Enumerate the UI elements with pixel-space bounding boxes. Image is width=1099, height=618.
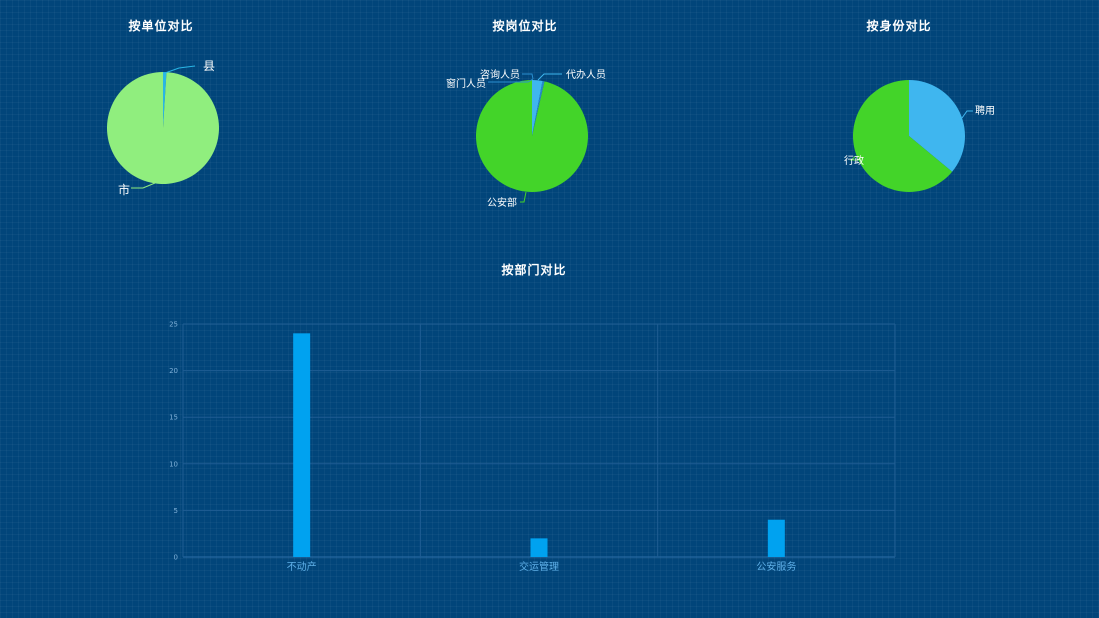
y-tick-label-20: 20 — [169, 367, 178, 375]
pie-slice-public-security-dept[interactable] — [475, 80, 588, 192]
pie-label-agent-staff: 代办人员 — [566, 68, 606, 81]
pie-slice-county[interactable] — [163, 72, 167, 128]
bar-public-security-service[interactable] — [767, 519, 785, 557]
pie-label-line-hired — [961, 110, 973, 119]
pie-slice-city[interactable] — [106, 72, 219, 185]
bar-transport-management[interactable] — [530, 538, 548, 557]
pie-slice-agent-staff[interactable] — [532, 80, 543, 136]
pie-label-public-security-dept: 公安部 — [487, 196, 517, 209]
pie-label-line-city — [131, 182, 156, 189]
pie-slice-hired[interactable] — [909, 80, 966, 172]
pie-label-county: 县 — [203, 59, 215, 73]
pie-slice-consult-staff[interactable] — [532, 80, 544, 136]
bar-chart-by-department: 按部门对比 0 5 10 15 20 25 不动产 交运管理 公安服务 — [169, 262, 896, 573]
y-tick-label-0: 0 — [174, 554, 178, 562]
y-tick-label-15: 15 — [169, 414, 178, 422]
pie-label-line-window-staff — [488, 78, 534, 83]
pie-label-window-staff: 窗门人员 — [446, 77, 486, 90]
y-tick-label-10: 10 — [169, 460, 178, 468]
x-tick-label-transport-management: 交运管理 — [519, 560, 559, 573]
pie-label-line-consult-staff — [522, 73, 534, 80]
bar-real-estate[interactable] — [293, 333, 311, 557]
pie-title-by-post: 按岗位对比 — [492, 18, 557, 33]
pie-label-consult-staff: 咨询人员 — [480, 68, 520, 81]
pie-slice-window-staff[interactable] — [532, 81, 545, 136]
y-tick-label-5: 5 — [174, 507, 178, 515]
pie-label-hired: 聘用 — [975, 104, 995, 117]
bar-title-by-department: 按部门对比 — [501, 262, 566, 277]
pie-label-line-public-security-dept — [520, 191, 527, 203]
x-tick-label-real-estate: 不动产 — [287, 560, 317, 573]
y-tick-label-25: 25 — [169, 321, 178, 329]
pie-label-line-county — [164, 65, 196, 74]
pie-label-city: 市 — [118, 182, 130, 197]
pie-label-line-administrative — [849, 155, 864, 161]
pie-chart-by-unit: 按单位对比 县市 — [106, 18, 219, 197]
pie-title-by-identity: 按身份对比 — [866, 18, 931, 33]
x-tick-label-public-security-service: 公安服务 — [756, 560, 796, 573]
pie-title-by-unit: 按单位对比 — [128, 18, 193, 33]
pie-slice-administrative[interactable] — [853, 80, 953, 192]
pie-label-line-agent-staff — [537, 73, 562, 81]
pie-label-administrative: 行政 — [844, 154, 864, 167]
